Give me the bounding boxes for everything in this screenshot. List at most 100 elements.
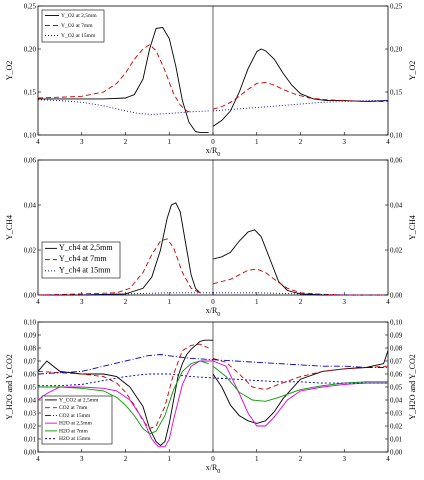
y-tick-label-right: 0,10 — [390, 131, 403, 139]
y-tick-label-left: 0,03 — [24, 409, 37, 417]
legend-entry: H2O at 2,5mm — [59, 421, 93, 427]
x-tick-label: 2 — [124, 455, 128, 463]
x-tick-label: 3 — [80, 298, 84, 306]
legend-entry: CO2 at 15mm — [59, 413, 91, 419]
y-tick-label-left: 0,02 — [24, 422, 37, 430]
y-tick-label-right: 0,20 — [390, 45, 403, 53]
y-tick-label-right: 0,08 — [390, 344, 403, 352]
x-tick-label: 1 — [168, 455, 172, 463]
x-tick-label: 3 — [80, 455, 84, 463]
x-tick-label: 2 — [299, 455, 303, 463]
x-tick-label: 2 — [299, 298, 303, 306]
y-tick-label-right: 0,03 — [390, 409, 403, 417]
y-tick-label-left: 0,10 — [24, 318, 37, 326]
y-tick-label-right: 0,02 — [390, 246, 403, 254]
series-line-1-left — [38, 202, 201, 296]
series-line-4-right — [212, 360, 388, 427]
y-tick-label-left: 0,06 — [24, 370, 37, 378]
series-line-1-right — [212, 48, 389, 127]
legend-entry: Y_ch4 at 15mm — [59, 265, 111, 274]
legend — [41, 395, 113, 445]
x-axis-label: x/R0 — [206, 146, 221, 158]
y-tick-label-right: 0,06 — [390, 156, 403, 164]
y-tick-label-left: 0,15 — [24, 88, 37, 96]
series-line-1-right — [212, 350, 389, 424]
legend-entry: Y_O2 at 15mm — [61, 33, 96, 39]
series-line-6-left — [38, 373, 214, 387]
y-tick-label-right: 0,25 — [390, 2, 403, 10]
x-tick-label: 3 — [343, 138, 347, 146]
x-tick-label: 4 — [36, 298, 40, 306]
x-tick-label: 4 — [36, 455, 40, 463]
x-tick-label: 1 — [255, 455, 259, 463]
y-tick-label-left: 0,20 — [24, 45, 37, 53]
x-tick-label: 1 — [255, 298, 259, 306]
x-tick-label: 4 — [386, 298, 390, 306]
x-axis-label: x/R0 — [206, 463, 221, 475]
y-tick-label-left: 0,10 — [24, 131, 37, 139]
y-axis-label-right: Y_CH4 — [408, 215, 417, 240]
series-line-2-right — [212, 82, 388, 110]
x-tick-label: 4 — [386, 455, 390, 463]
x-tick-label: 3 — [343, 455, 347, 463]
series-line-2-right — [212, 357, 389, 391]
series-line-2-left — [37, 44, 192, 114]
x-tick-label: 2 — [124, 298, 128, 306]
y-tick-label-left: 0,25 — [24, 2, 37, 10]
x-tick-label: 1 — [255, 138, 259, 146]
y-tick-label-right: 0,04 — [390, 396, 403, 404]
y-tick-label-right: 0,06 — [390, 370, 403, 378]
y-tick-label-right: 0,05 — [390, 383, 403, 391]
series-line-2-left — [37, 238, 201, 296]
x-tick-label: 1 — [168, 138, 172, 146]
legend-entry: Y_ch4 at 7mm — [59, 254, 107, 263]
y-axis-label-left: Y_CH4 — [5, 215, 14, 240]
panel-middle: 0,00 0,00 0,02 0,02 0,04 0,04 0,06 0,06 4 3 2 1 0 1 2 3… — [24, 156, 403, 306]
panel-top: 0,10 0,10 0,15 0,15 0,20 0,20 0,25 0,25 4 3 2 1 0 1 2 3… — [24, 2, 403, 146]
series-line-3-right — [212, 100, 388, 112]
series-line-1-right — [212, 229, 388, 296]
series-line-5-left — [38, 360, 209, 435]
y-tick-label-right: 0,10 — [390, 318, 403, 326]
x-tick-label: 0 — [211, 455, 215, 463]
y-axis-label-right: Y_H2O and Y_CO2 — [408, 354, 417, 419]
y-tick-label-left: 0,06 — [24, 156, 37, 164]
x-tick-label: 4 — [386, 138, 390, 146]
y-tick-label-left: 0,07 — [24, 357, 37, 365]
y-tick-label-left: 0,08 — [24, 344, 37, 352]
panel-bottom: 0,00 0,00 0,01 0,01 0,02 0,02 0,03 0,03 0,04 0,04… — [24, 318, 403, 463]
series-line-2-left — [37, 343, 209, 430]
x-tick-label: 0 — [211, 138, 215, 146]
x-tick-label: 2 — [124, 138, 128, 146]
series-line-2-right — [212, 268, 388, 296]
x-tick-label: 3 — [343, 298, 347, 306]
x-tick-label: 4 — [36, 138, 40, 146]
y-axis-label-right: Y_O2 — [408, 61, 417, 81]
y-tick-label-left: 0,09 — [24, 331, 37, 339]
y-tick-label-right: 0,00 — [390, 448, 403, 456]
x-tick-label: 2 — [299, 138, 303, 146]
x-tick-label: 3 — [80, 138, 84, 146]
y-tick-label-left: 0,01 — [24, 435, 37, 443]
series-line-3-right — [212, 359, 388, 368]
y-tick-label-right: 0,04 — [390, 201, 403, 209]
y-tick-label-right: 0,07 — [390, 357, 403, 365]
y-tick-label-left: 0,02 — [24, 246, 37, 254]
legend-entry: Y_ch4 at 2,5mm — [59, 243, 113, 252]
y-tick-label-right: 0,01 — [390, 435, 403, 443]
y-tick-label-left: 0,05 — [24, 383, 37, 391]
y-tick-label-right: 0,09 — [390, 331, 403, 339]
series-line-1-left — [38, 27, 209, 133]
series-line-6-right — [212, 377, 388, 384]
legend-entry: Y_CO2 at 2,5mm — [59, 397, 99, 403]
legend-entry: CO2 at 7mm — [59, 405, 88, 411]
series-line-4-left — [37, 360, 213, 448]
legend-entry: Y_O2 at 2,5mm — [61, 13, 97, 19]
y-tick-label-left: 0,00 — [24, 448, 37, 456]
legend-entry: Y_O2 at 7mm — [61, 23, 93, 29]
y-axis-label-left: Y_O2 — [5, 61, 14, 81]
series-line-3-left — [37, 354, 214, 375]
y-axis-label-left: Y_H2O and Y_CO2 — [5, 354, 14, 419]
legend-entry: H2O at 7mm — [59, 428, 88, 434]
